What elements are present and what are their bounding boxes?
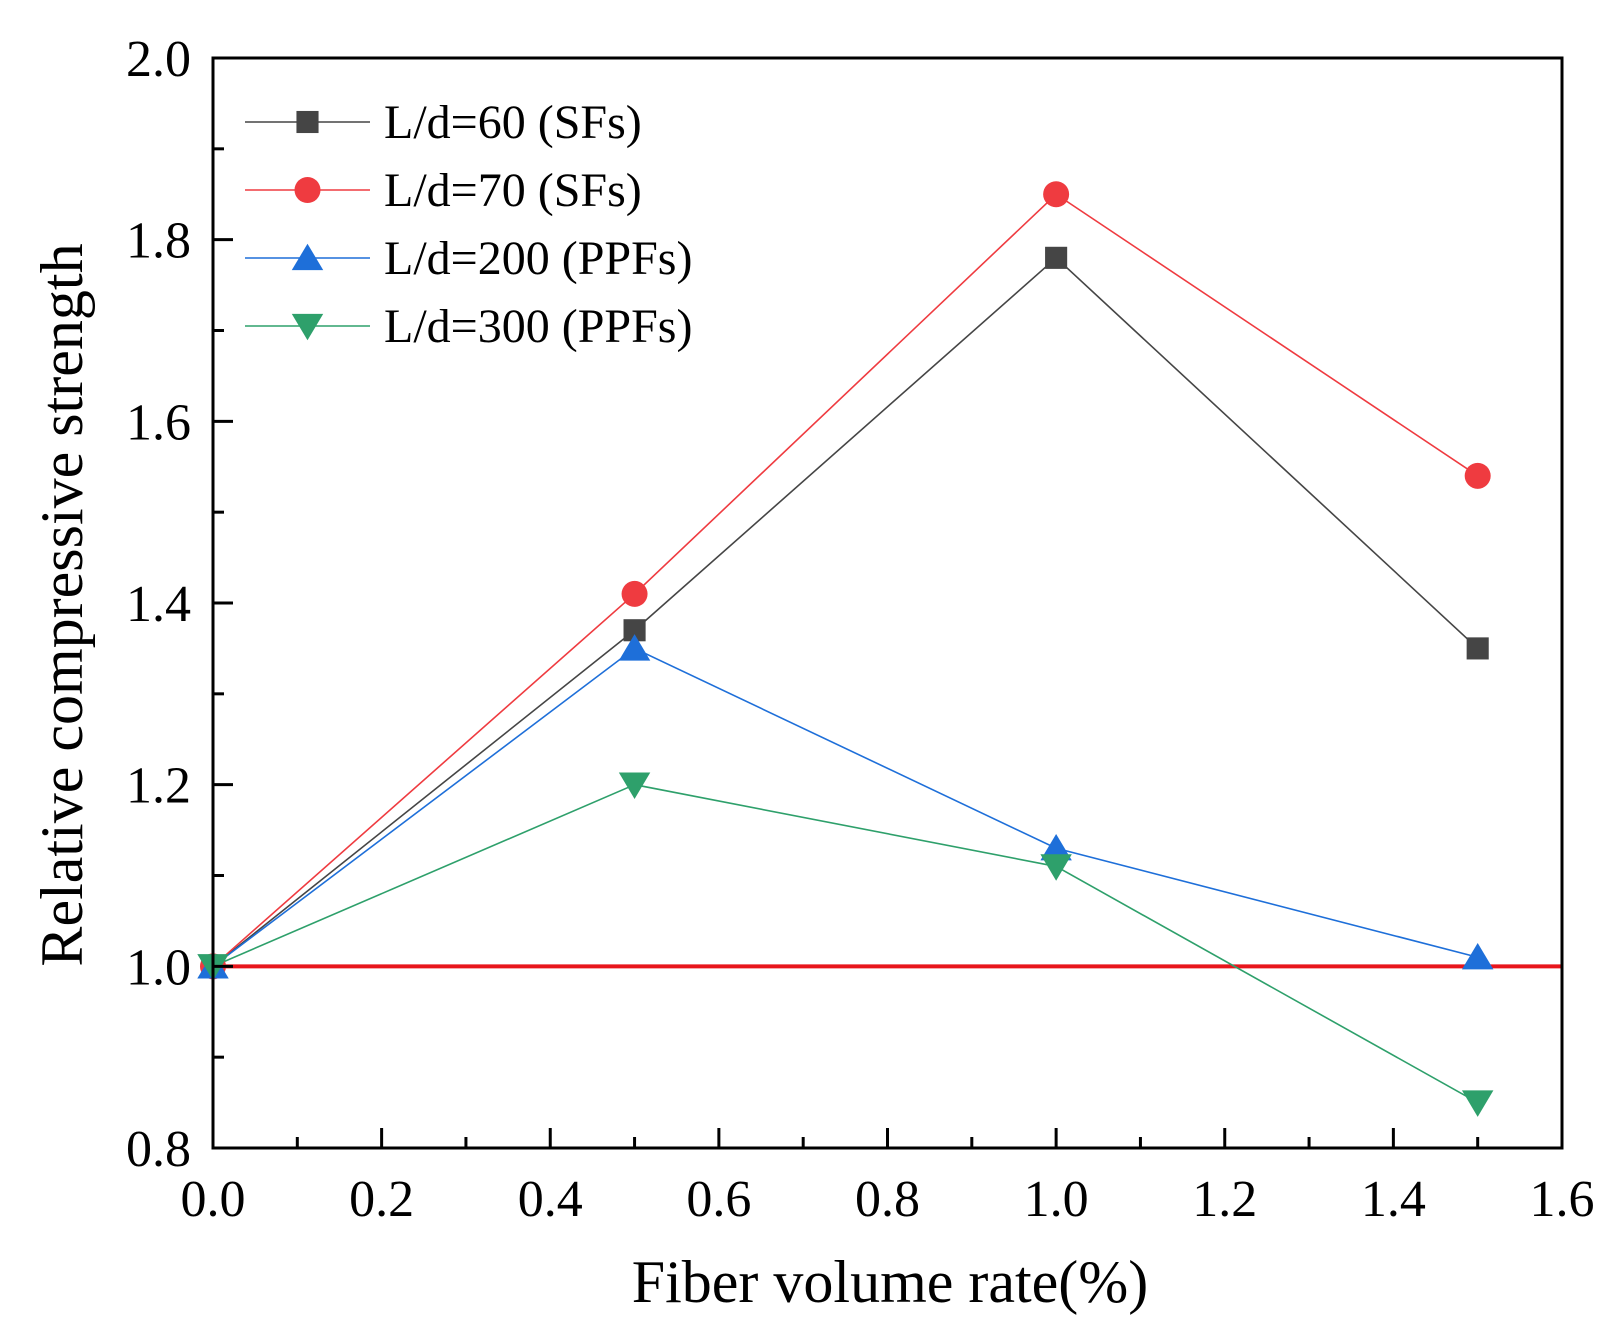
plot-frame (211, 56, 1564, 1150)
data-point-2-2 (1040, 833, 1072, 861)
data-point-1-2 (1043, 181, 1070, 208)
legend-marker-0 (296, 110, 319, 134)
data-point-1-3 (1464, 462, 1491, 489)
legend-label-2: L/d=200 (PPFs) (384, 232, 692, 285)
x-tick-label: 0.2 (349, 1171, 414, 1228)
y-tick-label: 0.8 (126, 1121, 191, 1178)
data-point-3-1 (618, 772, 651, 799)
x-tick-label: 0.4 (518, 1171, 583, 1228)
y-tick-label: 1.4 (126, 576, 191, 633)
series-line-2 (212, 647, 1478, 967)
y-tick-label: 1.0 (126, 939, 191, 996)
y-tick-label: 1.6 (126, 394, 191, 451)
x-axis-title: Fiber volume rate(%) (632, 1249, 1148, 1315)
legend-marker-1 (294, 177, 321, 203)
legend-label-3: L/d=300 (PPFs) (384, 300, 692, 353)
axes-layer: 0.0 0.2 0.4 0.6 0.8 1.0 1.2 1.4 1.6 0.8 1.0 1.2 1.4 1… (126, 31, 1595, 1228)
legend-marker-2 (291, 243, 324, 271)
data-point-3-3 (1461, 1090, 1494, 1117)
legend: L/d=60 (SFs) L/d=70 (SFs) L/d=200 (PPFs) L/… (245, 96, 692, 353)
legend-marker-3 (291, 313, 324, 341)
x-tick-label: 0.8 (855, 1171, 920, 1228)
data-point-3-2 (1040, 854, 1072, 881)
series-lines-layer (212, 193, 1479, 1104)
data-point-1-1 (621, 580, 648, 607)
x-tick-label: 0.0 (181, 1171, 246, 1228)
x-tick-label: 1.2 (1192, 1171, 1257, 1228)
series-line-3 (212, 783, 1479, 1104)
y-tick-label: 1.8 (126, 213, 191, 270)
legend-label-0: L/d=60 (SFs) (384, 96, 642, 149)
x-tick-label: 0.6 (686, 1171, 751, 1228)
series-line-0 (212, 256, 1479, 967)
data-point-2-1 (618, 634, 651, 661)
x-tick-label: 1.4 (1361, 1171, 1426, 1228)
y-tick-label: 1.2 (126, 758, 191, 815)
x-tick-label: 1.0 (1024, 1171, 1089, 1228)
y-tick-label: 2.0 (126, 31, 191, 88)
series-line-1 (212, 193, 1479, 967)
data-point-0-1 (623, 619, 646, 642)
y-axis-title: Relative compressive strength (29, 243, 95, 966)
data-point-0-2 (1045, 246, 1068, 269)
legend-label-1: L/d=70 (SFs) (384, 164, 642, 217)
data-point-0-3 (1466, 637, 1489, 660)
data-point-2-3 (1461, 942, 1494, 970)
x-tick-label: 1.6 (1530, 1171, 1595, 1228)
